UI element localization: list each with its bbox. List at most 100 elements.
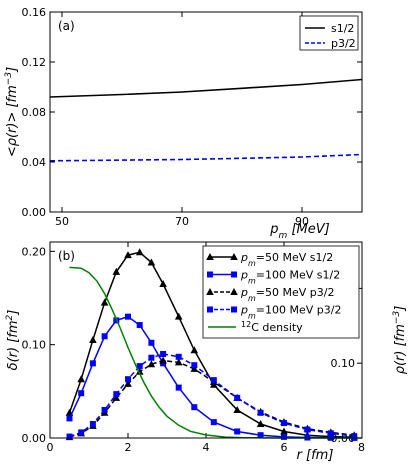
series-2: [65, 356, 358, 441]
data-point: [281, 433, 287, 440]
legend: pm=50 MeV s1/2pm=100 MeV s1/2pm=50 MeV p…: [202, 245, 360, 339]
data-point: [124, 379, 132, 387]
legend-marker: [231, 306, 237, 313]
data-point: [281, 420, 287, 427]
legend-marker: [206, 288, 214, 295]
series-line-s1-2: [49, 78, 363, 98]
data-point: [78, 429, 85, 436]
data-point: [351, 433, 358, 440]
plot-frame: [49, 11, 363, 213]
data-point: [190, 346, 199, 354]
data-point: [136, 322, 143, 329]
data-point: [234, 428, 241, 435]
data-point: [100, 298, 109, 306]
data-point: [280, 427, 288, 435]
data-point: [174, 312, 183, 320]
y-tick-label: 0.08: [22, 106, 47, 119]
data-point: [89, 421, 96, 427]
y-tick-label: 0.00: [22, 206, 47, 219]
data-point: [89, 336, 97, 343]
data-point: [191, 404, 198, 411]
legend-label: pm=100 MeV s1/2: [240, 269, 340, 286]
y2-tick-label: 0.10: [331, 357, 356, 370]
legend-marker: [231, 271, 237, 278]
data-point: [77, 375, 85, 383]
x-tick-label: 6: [281, 441, 288, 454]
data-point: [175, 384, 182, 391]
legend-label: p3/2: [331, 37, 356, 50]
x-tick-label: 4: [203, 441, 210, 454]
data-point: [210, 419, 217, 426]
data-point: [78, 390, 85, 397]
y-tick-label: 0.16: [22, 6, 47, 19]
series-line: [68, 315, 355, 439]
data-point: [174, 358, 183, 366]
x-tick-label: 0: [47, 441, 54, 454]
y-axis-label: <ρ(r)> [fm−3]: [4, 67, 20, 157]
legend-label: 12C density: [241, 320, 303, 335]
data-point: [147, 360, 156, 368]
data-point: [148, 354, 155, 361]
data-point: [257, 432, 264, 439]
series-line: [68, 251, 355, 439]
data-point: [124, 251, 132, 259]
x-tick-label: 8: [358, 441, 365, 454]
data-point: [89, 360, 96, 367]
legend-label: pm=50 MeV s1/2: [240, 251, 333, 268]
legend-marker: [207, 306, 213, 313]
data-point: [233, 406, 241, 413]
data-point: [101, 407, 108, 413]
data-point: [112, 393, 121, 401]
panel-label: (b): [58, 249, 75, 263]
series-3: [66, 351, 358, 440]
legend: s1/2 p3/2: [299, 15, 359, 51]
data-point: [148, 339, 155, 346]
panel-a: 0.00 0.04 0.08 0.12 0.16 50 70 90 (a) s1/2 p3/2 <ρ(…: [4, 6, 363, 241]
panel-label: (a): [58, 19, 75, 33]
data-point: [190, 364, 199, 372]
data-point: [234, 394, 241, 401]
series-line-p3-2: [49, 153, 363, 162]
legend-label: pm=100 MeV p3/2: [240, 304, 341, 321]
data-point: [175, 353, 182, 360]
data-point: [191, 362, 198, 369]
y-tick-label: 0.10: [22, 339, 47, 352]
legend-marker: [230, 288, 238, 295]
data-point: [136, 363, 143, 370]
data-point: [327, 430, 334, 437]
legend-label: pm=50 MeV p3/2: [240, 286, 334, 303]
legend-marker: [206, 253, 214, 260]
data-point: [147, 258, 156, 266]
x-tick-label: 90: [295, 215, 309, 228]
legend-marker: [230, 253, 238, 260]
data-point: [256, 420, 265, 427]
y-tick-label: 0.00: [22, 432, 47, 445]
data-point: [112, 267, 121, 275]
y-tick-label: 0.20: [22, 245, 47, 258]
data-point: [210, 377, 217, 384]
data-point: [66, 433, 73, 440]
data-point: [125, 376, 131, 383]
data-point: [125, 313, 131, 320]
x-tick-label: 50: [55, 215, 69, 228]
data-point: [135, 248, 144, 256]
y-axis-label: δ(r) [fm2]: [5, 310, 21, 371]
data-point: [101, 333, 108, 340]
x-axis-label: pm [MeV]: [269, 222, 329, 241]
data-point: [113, 391, 120, 398]
y2-axis-label: ρ(r) [fm−3]: [392, 306, 408, 375]
legend-label: s1/2: [331, 22, 354, 35]
y-tick-label: 0.12: [22, 56, 47, 69]
data-point: [257, 409, 264, 416]
x-tick-label: 70: [175, 215, 189, 228]
panel-b: 0.000.100.200.000.100.2002468(b)pm=50 Me…: [5, 241, 408, 463]
y-tick-label: 0.04: [22, 156, 47, 169]
data-point: [159, 280, 167, 287]
x-tick-label: 2: [125, 441, 132, 454]
data-point: [304, 426, 311, 433]
legend-box: [299, 15, 359, 51]
data-point: [160, 351, 167, 357]
x-axis-label: r [fm]: [297, 448, 334, 463]
plot-frame: [49, 241, 363, 439]
